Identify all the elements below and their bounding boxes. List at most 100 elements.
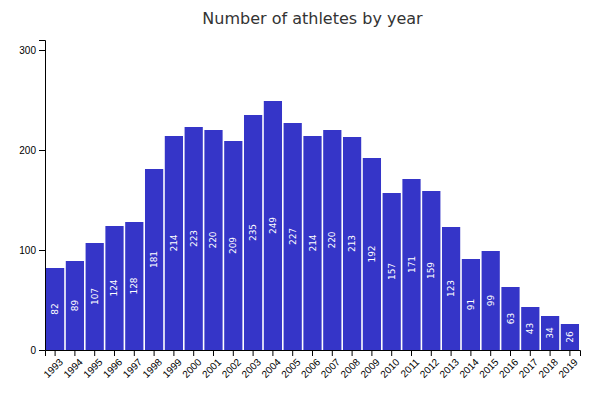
data-label: 171 (407, 256, 417, 273)
y-tick: 0 (30, 345, 45, 356)
data-label: 128 (129, 277, 139, 294)
x-tick-mark (312, 350, 313, 356)
bar (264, 101, 282, 350)
data-label: 214 (169, 234, 179, 251)
data-label: 227 (288, 228, 298, 245)
bar (402, 179, 420, 350)
data-label: 159 (426, 262, 436, 279)
bar (204, 130, 222, 350)
data-label: 223 (189, 230, 199, 247)
bar (363, 158, 381, 350)
x-tick: 1996 (101, 350, 125, 380)
bar (145, 169, 163, 350)
y-tick-mark (39, 350, 45, 351)
y-tick: 200 (19, 145, 45, 156)
x-tick-label: 2015 (477, 356, 501, 380)
x-tick-mark (510, 350, 511, 356)
bar (561, 324, 579, 350)
data-label: 213 (347, 235, 357, 252)
bar (422, 191, 440, 350)
x-tick-label: 2017 (517, 356, 541, 380)
bar (303, 136, 321, 350)
bar (323, 130, 341, 350)
x-tick-mark (292, 350, 293, 356)
x-tick-label: 2004 (259, 356, 283, 380)
bar (244, 115, 262, 350)
x-tick-mark (470, 350, 471, 356)
bar (46, 268, 64, 350)
x-tick-mark (213, 350, 214, 356)
x-tick-label: 2006 (299, 356, 323, 380)
data-label: 220 (327, 231, 337, 248)
bar (442, 227, 460, 350)
y-tick-mark (39, 150, 45, 151)
x-axis-line (46, 351, 581, 357)
data-label: 209 (228, 237, 238, 254)
x-tick-label: 1996 (101, 356, 125, 380)
x-tick-label: 1997 (121, 356, 145, 380)
x-tick-label: 1994 (61, 356, 85, 380)
x-tick-mark (451, 350, 452, 356)
bar (66, 261, 84, 350)
data-label: 107 (90, 288, 100, 305)
data-label: 99 (486, 295, 496, 307)
y-tick-label: 0 (30, 345, 36, 356)
x-tick: 2005 (279, 350, 303, 380)
x-tick-label: 2014 (457, 356, 481, 380)
bar (284, 123, 302, 350)
x-tick: 2016 (497, 350, 521, 380)
x-tick: 2000 (180, 350, 204, 380)
x-tick-mark (193, 350, 194, 356)
data-label: 43 (525, 323, 535, 334)
x-tick-mark (391, 350, 392, 356)
x-tick-label: 2008 (338, 356, 362, 380)
data-label: 89 (70, 300, 80, 312)
y-tick: 100 (19, 245, 45, 256)
x-tick-mark (411, 350, 412, 356)
x-tick-mark (431, 350, 432, 356)
y-axis: 0100200300 (19, 41, 45, 356)
x-tick: 2011 (398, 350, 421, 379)
x-tick: 1997 (121, 350, 145, 380)
data-label: 82 (50, 303, 60, 314)
bar (105, 226, 123, 350)
x-tick: 2015 (477, 350, 501, 380)
x-tick-label: 2000 (180, 356, 204, 380)
plot: 0100200300199319941995199619971998199920… (19, 41, 580, 380)
x-tick-mark (550, 350, 551, 356)
x-tick-mark (154, 350, 155, 356)
x-tick-mark (253, 350, 254, 356)
x-tick: 2009 (358, 350, 382, 380)
x-tick: 2001 (200, 350, 224, 380)
bar (482, 251, 500, 350)
x-tick-mark (272, 350, 273, 356)
data-label: 123 (446, 280, 456, 297)
x-tick-label: 1995 (81, 356, 105, 380)
x-tick-mark (490, 350, 491, 356)
x-tick: 2013 (437, 350, 461, 380)
bars (46, 101, 579, 350)
data-label: 220 (208, 231, 218, 248)
data-label: 157 (387, 263, 397, 280)
chart: 0100200300199319941995199619971998199920… (0, 0, 600, 400)
y-axis-line (39, 41, 46, 351)
y-tick-label: 200 (19, 145, 36, 156)
x-tick-mark (332, 350, 333, 356)
x-tick: 2019 (556, 350, 580, 380)
bar (541, 316, 559, 350)
x-tick: 2002 (220, 350, 244, 380)
x-tick-mark (352, 350, 353, 356)
x-tick: 2004 (259, 350, 283, 380)
x-tick-mark (94, 350, 95, 356)
data-label: 26 (565, 331, 575, 343)
x-tick: 2007 (319, 350, 343, 380)
data-label: 214 (308, 234, 318, 251)
x-tick: 1995 (81, 350, 105, 380)
bar (125, 222, 143, 350)
x-tick-label: 2012 (418, 356, 442, 380)
title: Number of athletes by year (202, 9, 423, 28)
data-label: 235 (248, 224, 258, 241)
x-tick-label: 2010 (378, 356, 402, 380)
x-tick: 2018 (536, 350, 560, 380)
x-tick-mark (233, 350, 234, 356)
